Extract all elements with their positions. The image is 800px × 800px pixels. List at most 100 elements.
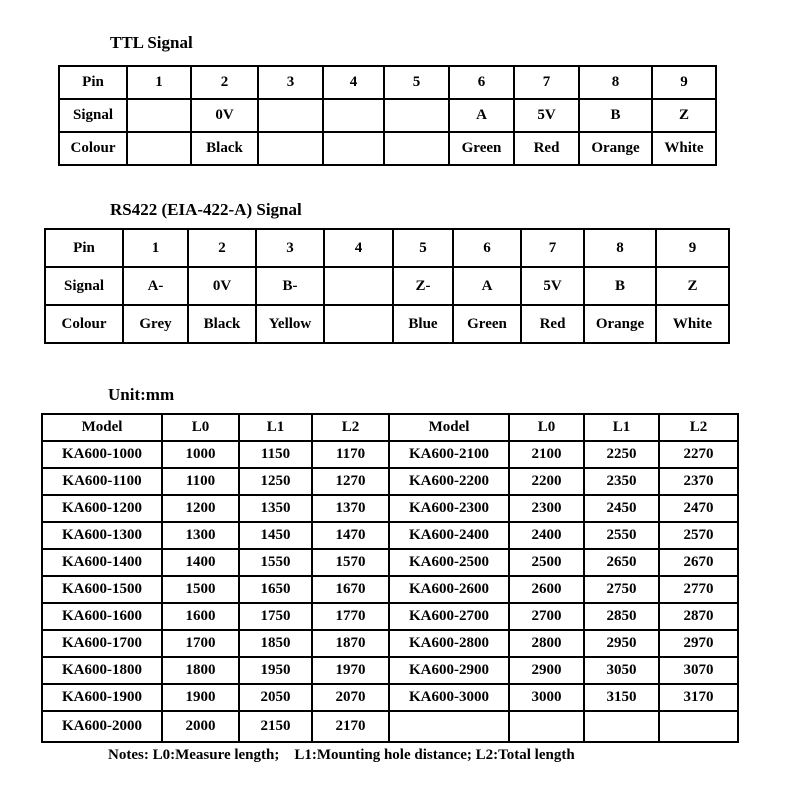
table-cell: 2550 xyxy=(583,521,660,550)
table-cell: Blue xyxy=(392,304,454,344)
table-cell: B- xyxy=(255,266,325,306)
table-cell: Green xyxy=(448,131,515,166)
table-cell: KA600-1600 xyxy=(41,602,163,631)
table-cell: B xyxy=(583,266,657,306)
table-cell: 2450 xyxy=(583,494,660,523)
table-cell: KA600-3000 xyxy=(388,683,510,712)
table-cell: 1500 xyxy=(161,575,240,604)
table-cell: 1250 xyxy=(238,467,313,496)
table-cell xyxy=(257,131,324,166)
table-cell: Red xyxy=(513,131,580,166)
table-row: Pin 1 2 3 4 5 6 7 8 9 xyxy=(58,65,717,100)
ttl-signal-title: TTL Signal xyxy=(110,33,193,52)
table-cell: 3000 xyxy=(508,683,585,712)
table-cell: 2570 xyxy=(658,521,739,550)
table-row: KA600-1800 1800 1950 1970 KA600-2900 2900 3050… xyxy=(41,656,739,685)
table-cell: 8 xyxy=(583,228,657,268)
table-cell xyxy=(126,98,192,133)
table-cell: 3 xyxy=(257,65,324,100)
table-cell: B xyxy=(578,98,653,133)
table-cell: KA600-2700 xyxy=(388,602,510,631)
table-cell xyxy=(583,710,660,743)
table-cell: Grey xyxy=(122,304,189,344)
table-cell: White xyxy=(651,131,717,166)
table-cell: 1 xyxy=(122,228,189,268)
table-cell: 1800 xyxy=(161,656,240,685)
table-cell xyxy=(658,710,739,743)
table-cell: 1770 xyxy=(311,602,390,631)
table-cell: 2400 xyxy=(508,521,585,550)
table-cell: 2270 xyxy=(658,440,739,469)
table-cell: KA600-1300 xyxy=(41,521,163,550)
table-cell: 2050 xyxy=(238,683,313,712)
table-cell: 1470 xyxy=(311,521,390,550)
table-cell: 1400 xyxy=(161,548,240,577)
rs422-signal-table: Pin 1 2 3 4 5 6 7 8 9 Signal A- 0V B- Z- A 5V B Z Colour Gre… xyxy=(44,228,730,344)
table-cell: 2600 xyxy=(508,575,585,604)
table-cell: 2070 xyxy=(311,683,390,712)
table-cell: 2500 xyxy=(508,548,585,577)
table-cell xyxy=(323,266,394,306)
table-cell: A xyxy=(448,98,515,133)
table-row: KA600-1400 1400 1550 1570 KA600-2500 2500 2650… xyxy=(41,548,739,577)
table-row: Signal 0V A 5V B Z xyxy=(58,98,717,133)
table-row: KA600-1700 1700 1850 1870 KA600-2800 2800 2950… xyxy=(41,629,739,658)
table-cell: 1900 xyxy=(161,683,240,712)
table-cell: KA600-2200 xyxy=(388,467,510,496)
table-header-cell: L2 xyxy=(311,413,390,442)
table-cell: 2470 xyxy=(658,494,739,523)
table-header-cell: L0 xyxy=(508,413,585,442)
table-cell: Black xyxy=(190,131,259,166)
table-cell: Pin xyxy=(58,65,128,100)
table-cell: 1550 xyxy=(238,548,313,577)
table-cell: 2 xyxy=(187,228,257,268)
table-cell: 2200 xyxy=(508,467,585,496)
table-cell: 3 xyxy=(255,228,325,268)
table-cell: KA600-2800 xyxy=(388,629,510,658)
table-header-row: Model L0 L1 L2 Model L0 L1 L2 xyxy=(41,413,739,442)
table-cell: 5V xyxy=(520,266,585,306)
table-cell: 1370 xyxy=(311,494,390,523)
table-cell: 1870 xyxy=(311,629,390,658)
table-cell: Yellow xyxy=(255,304,325,344)
table-cell: 7 xyxy=(513,65,580,100)
table-cell: 1750 xyxy=(238,602,313,631)
table-cell: 2250 xyxy=(583,440,660,469)
table-cell: 9 xyxy=(655,228,730,268)
table-header-cell: L2 xyxy=(658,413,739,442)
table-cell: 6 xyxy=(452,228,522,268)
table-cell: 1 xyxy=(126,65,192,100)
table-row: KA600-1200 1200 1350 1370 KA600-2300 2300 2450… xyxy=(41,494,739,523)
table-cell: 3170 xyxy=(658,683,739,712)
table-header-cell: L0 xyxy=(161,413,240,442)
table-cell: 0V xyxy=(187,266,257,306)
table-cell: 2370 xyxy=(658,467,739,496)
table-cell: 1850 xyxy=(238,629,313,658)
table-cell: 1450 xyxy=(238,521,313,550)
table-cell: 2770 xyxy=(658,575,739,604)
footnote-notes: Notes: L0:Measure length; L1:Mounting ho… xyxy=(108,747,575,763)
table-cell: 1100 xyxy=(161,467,240,496)
table-cell: KA600-1100 xyxy=(41,467,163,496)
table-cell: 2350 xyxy=(583,467,660,496)
table-cell: 1350 xyxy=(238,494,313,523)
table-header-cell: L1 xyxy=(583,413,660,442)
table-cell xyxy=(383,98,450,133)
table-cell: 1970 xyxy=(311,656,390,685)
table-cell: KA600-1400 xyxy=(41,548,163,577)
table-cell: KA600-2900 xyxy=(388,656,510,685)
table-cell xyxy=(257,98,324,133)
table-cell: 2950 xyxy=(583,629,660,658)
table-header-cell: Model xyxy=(388,413,510,442)
table-cell: 7 xyxy=(520,228,585,268)
table-cell xyxy=(383,131,450,166)
table-cell: 4 xyxy=(322,65,385,100)
table-row: Colour Black Green Red Orange White xyxy=(58,131,717,166)
table-cell: 2100 xyxy=(508,440,585,469)
table-cell: 2970 xyxy=(658,629,739,658)
table-cell: 1950 xyxy=(238,656,313,685)
table-cell: KA600-1900 xyxy=(41,683,163,712)
table-cell: 8 xyxy=(578,65,653,100)
table-row: KA600-1600 1600 1750 1770 KA600-2700 2700 2850… xyxy=(41,602,739,631)
table-cell: KA600-2100 xyxy=(388,440,510,469)
